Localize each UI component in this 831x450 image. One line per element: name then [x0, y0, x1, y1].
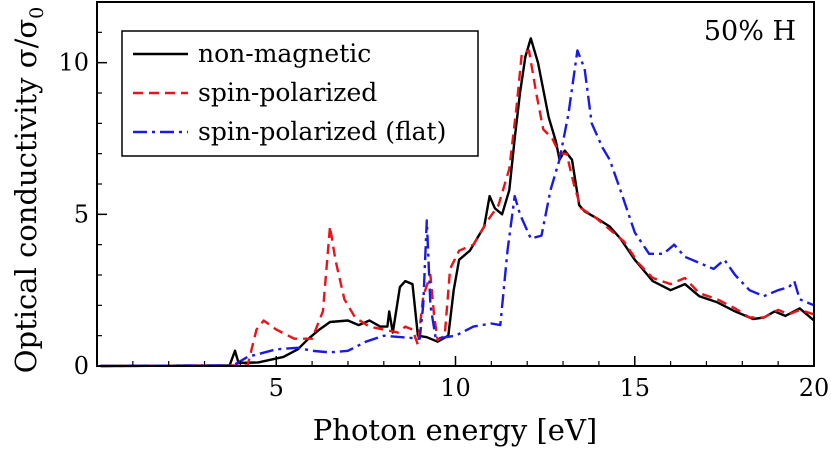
legend-label-0: non-magnetic	[198, 39, 371, 68]
y-tick-label-1: 5	[74, 200, 89, 228]
series-line-2	[100, 49, 815, 368]
x-tick-label-1: 10	[440, 374, 471, 402]
x-tick-label-2: 15	[619, 374, 650, 402]
x-tick-label-3: 20	[799, 374, 830, 402]
legend-label-1: spin-polarized	[198, 78, 377, 107]
legend: non-magnetic spin-polarized spin-polarized…	[121, 30, 479, 157]
series-line-0	[100, 37, 815, 368]
axis-ticks: 5 10 15 20 0 5 10	[58, 31, 830, 402]
plot-series	[100, 37, 815, 368]
y-tick-label-0: 0	[74, 352, 89, 380]
x-tick-label-0: 5	[269, 374, 284, 402]
series-line-1	[100, 49, 815, 368]
y-axis-label-subscript: 0	[26, 7, 48, 19]
legend-label-2: spin-polarized (flat)	[198, 117, 446, 146]
y-axis-label-main: Optical conductivity σ/σ	[9, 19, 43, 373]
x-axis-label: Photon energy [eV]	[313, 413, 597, 447]
hydrogen-fraction-annotation: 50% H	[704, 16, 796, 47]
y-tick-label-2: 10	[58, 49, 89, 77]
y-axis-label: Optical conductivity σ/σ0	[9, 7, 48, 373]
